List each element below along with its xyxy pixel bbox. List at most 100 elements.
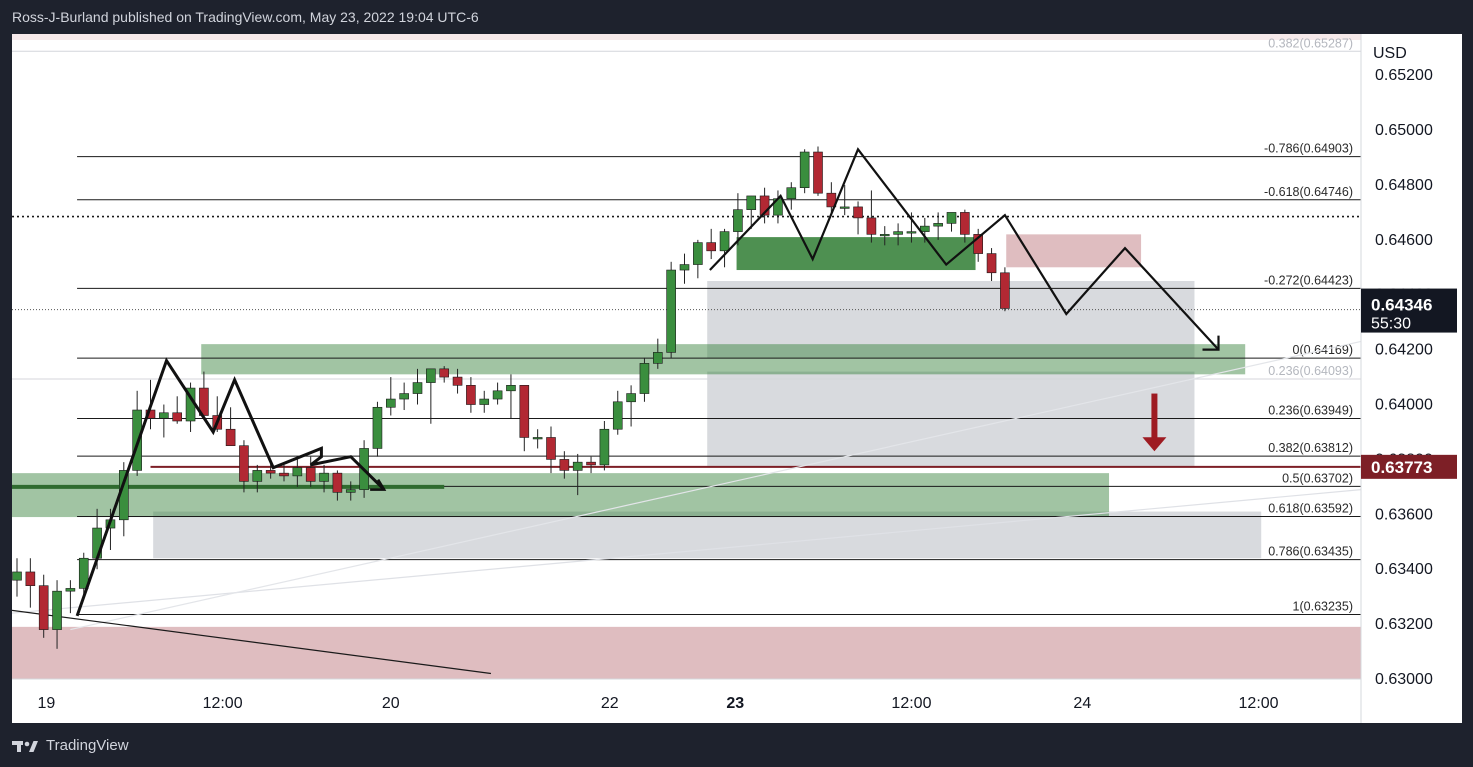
fib-levels-layer: 0.382(0.65287) -0.786(0.64903) -0.618(0.64…	[12, 36, 1361, 615]
grey-zone	[707, 371, 1195, 468]
candle	[225, 407, 236, 447]
price-tick-label: 0.65200	[1375, 67, 1433, 84]
bear-candle-body	[305, 467, 316, 482]
grey-zone	[153, 511, 1262, 559]
bull-candle-body	[399, 393, 409, 400]
bull-candle-body	[839, 206, 850, 209]
bear-candle-body	[225, 428, 236, 447]
fib-label: 0.382(0.63812)	[1268, 441, 1353, 455]
bear-candle-body	[452, 376, 463, 386]
candle	[733, 193, 743, 246]
green-dark-zone	[736, 237, 976, 271]
candle	[973, 228, 984, 262]
time-tick-label: 24	[1073, 695, 1091, 712]
candle	[292, 459, 303, 487]
bull-candle-body	[345, 489, 356, 493]
candle	[946, 212, 957, 232]
price-tick-label: 0.63600	[1375, 506, 1433, 523]
top-band	[12, 34, 1361, 40]
candle	[319, 464, 329, 493]
time-tick-label: 12:00	[203, 695, 243, 712]
currency-label: USD	[1373, 45, 1407, 62]
candle	[519, 385, 530, 452]
candle	[612, 390, 623, 435]
candle	[199, 371, 209, 416]
price-tick-label: 0.64000	[1375, 397, 1433, 414]
fib-label: -0.618(0.64746)	[1264, 185, 1353, 199]
price-chart[interactable]: 0.382(0.65287) -0.786(0.64903) -0.618(0.64…	[11, 34, 1462, 723]
candle	[786, 182, 797, 210]
candle	[746, 195, 757, 229]
candle	[65, 580, 76, 614]
bull-candle-body	[679, 264, 690, 271]
candle	[626, 385, 636, 427]
fib-label: 0.5(0.63702)	[1282, 471, 1353, 485]
candle	[679, 253, 690, 284]
green-zone	[12, 473, 1110, 518]
candle	[25, 558, 36, 608]
publisher-line: Ross-J-Burland published on TradingView.…	[12, 9, 479, 25]
candle	[960, 209, 970, 243]
fib-label: 0.618(0.63592)	[1268, 502, 1353, 516]
bull-candle-body	[12, 571, 22, 581]
bull-candle-body	[786, 187, 797, 199]
bear-candle-body	[813, 151, 823, 194]
candle	[479, 390, 490, 413]
time-tick-label: 20	[382, 695, 400, 712]
time-tick-label: 22	[601, 695, 619, 712]
price-tick-label: 0.64600	[1375, 232, 1433, 249]
candle	[466, 377, 476, 413]
bull-candle-body	[599, 428, 610, 466]
time-tick-label: 12:00	[1239, 695, 1279, 712]
candle	[172, 396, 182, 424]
fib-label: -0.786(0.64903)	[1264, 142, 1353, 156]
fib-label: 0.236(0.64093)	[1268, 364, 1353, 378]
pattern-layer	[75, 147, 1220, 617]
projection-arrowhead	[1202, 335, 1220, 351]
candle	[372, 401, 383, 457]
down-arrow-shaft	[1151, 393, 1158, 440]
candle	[305, 456, 316, 487]
candle	[452, 368, 463, 394]
bull-candle-body	[933, 223, 943, 227]
bear-candle-body	[279, 472, 289, 477]
bull-candle-body	[746, 195, 757, 210]
candle	[599, 421, 610, 471]
candle	[546, 426, 556, 474]
candle	[866, 190, 877, 243]
bear-candle-body	[973, 234, 984, 254]
bear-candle-body	[866, 217, 877, 235]
candle	[826, 182, 837, 216]
candle	[252, 464, 263, 493]
candle	[78, 552, 89, 600]
bull-candle-body	[319, 472, 329, 482]
zigzag-arrowhead	[370, 478, 387, 491]
candle	[586, 456, 596, 474]
bear-candle-body	[853, 206, 863, 219]
bull-candle-body	[252, 470, 263, 482]
faint-trendline	[70, 340, 1362, 631]
bear-candle-body	[1000, 272, 1010, 309]
candle	[385, 377, 396, 416]
bear-candle-body	[332, 472, 343, 493]
price-tick-label: 0.63000	[1375, 671, 1433, 688]
candle	[666, 261, 676, 358]
fib-label: 1(0.63235)	[1293, 600, 1353, 614]
bull-candle-body	[532, 437, 543, 440]
candle	[279, 464, 289, 482]
bull-candle-body	[65, 588, 76, 592]
red-zone	[12, 626, 1361, 679]
key-level-value: 0.63773	[1371, 458, 1432, 477]
countdown-timer: 55:30	[1371, 316, 1411, 333]
bull-candle-body	[893, 231, 903, 235]
tradingview-brand[interactable]: TradingView	[12, 737, 129, 754]
key-level-tag	[1361, 454, 1457, 479]
candle	[706, 228, 717, 260]
bull-candle-body	[372, 406, 383, 449]
bear-candle-body	[826, 192, 837, 208]
price-tick-label: 0.64800	[1375, 177, 1433, 194]
candle	[879, 226, 890, 246]
bottom-bar: TradingView	[0, 723, 1473, 767]
time-tick-label: 12:00	[891, 695, 931, 712]
bull-candle-body	[639, 363, 650, 394]
